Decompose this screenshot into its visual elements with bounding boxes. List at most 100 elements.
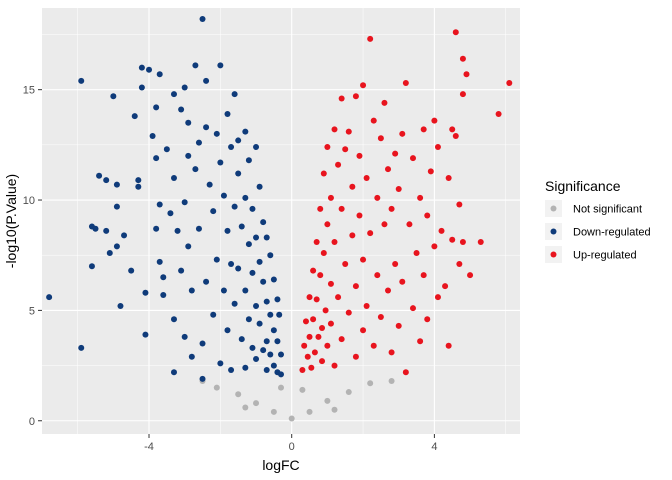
- point-up-regulated-41: [352, 283, 359, 290]
- point-down-regulated-49: [188, 287, 195, 294]
- point-down-regulated-94: [249, 344, 256, 351]
- point-down-regulated-53: [195, 139, 202, 146]
- point-up-regulated-3: [304, 353, 311, 360]
- point-up-regulated-61: [385, 287, 392, 294]
- point-down-regulated-106: [263, 298, 270, 305]
- point-up-regulated-22: [324, 342, 331, 349]
- point-up-regulated-31: [338, 95, 345, 102]
- point-down-regulated-79: [231, 300, 238, 307]
- legend-label-down-regulated: Down-regulated: [573, 227, 651, 239]
- point-down-regulated-21: [138, 84, 145, 91]
- point-up-regulated-73: [409, 155, 416, 162]
- point-down-regulated-68: [217, 360, 224, 367]
- point-up-regulated-20: [324, 144, 331, 151]
- point-up-regulated-36: [345, 128, 352, 135]
- point-up-regulated-34: [342, 146, 349, 153]
- point-down-regulated-114: [270, 362, 277, 369]
- point-down-regulated-34: [163, 146, 170, 153]
- point-down-regulated-37: [170, 174, 177, 181]
- x-tick-label-1: 0: [289, 441, 295, 453]
- point-up-regulated-77: [417, 338, 424, 345]
- point-up-regulated-72: [406, 221, 413, 228]
- point-down-regulated-56: [199, 340, 206, 347]
- point-up-regulated-65: [392, 261, 399, 268]
- point-up-regulated-4: [306, 294, 313, 301]
- point-up-regulated-91: [449, 126, 456, 133]
- point-up-regulated-81: [424, 316, 431, 323]
- point-down-regulated-9: [106, 250, 113, 257]
- legend-label-not-significant: Not significant: [573, 204, 642, 216]
- point-up-regulated-45: [360, 82, 367, 89]
- point-down-regulated-31: [156, 258, 163, 265]
- point-up-regulated-93: [452, 29, 459, 36]
- point-not-significant-0: [213, 384, 220, 391]
- point-down-regulated-5: [92, 225, 99, 232]
- point-up-regulated-82: [427, 168, 434, 175]
- point-up-regulated-50: [367, 35, 374, 42]
- point-down-regulated-32: [160, 274, 167, 281]
- point-down-regulated-110: [267, 311, 274, 318]
- point-down-regulated-82: [235, 265, 242, 272]
- point-up-regulated-33: [338, 336, 345, 343]
- point-down-regulated-118: [276, 311, 283, 318]
- point-down-regulated-46: [185, 119, 192, 126]
- point-down-regulated-2: [78, 344, 85, 351]
- point-up-regulated-17: [320, 170, 327, 177]
- point-down-regulated-98: [253, 355, 260, 362]
- point-down-regulated-60: [203, 278, 210, 285]
- point-down-regulated-35: [167, 210, 174, 217]
- point-down-regulated-73: [224, 327, 231, 334]
- point-down-regulated-36: [170, 91, 177, 98]
- point-down-regulated-28: [153, 225, 160, 232]
- point-up-regulated-87: [438, 227, 445, 234]
- point-not-significant-12: [299, 386, 306, 393]
- point-down-regulated-116: [274, 338, 281, 345]
- point-up-regulated-88: [442, 283, 449, 290]
- point-up-regulated-63: [388, 349, 395, 356]
- point-not-significant-7: [345, 389, 352, 396]
- point-up-regulated-54: [374, 194, 381, 201]
- point-up-regulated-47: [360, 327, 367, 334]
- legend-swatch-not-significant: [550, 205, 557, 212]
- point-up-regulated-94: [452, 133, 459, 140]
- y-tick-label-1: 5: [29, 305, 35, 317]
- gridlines: [42, 8, 520, 434]
- point-up-regulated-99: [459, 238, 466, 245]
- point-down-regulated-26: [153, 104, 160, 111]
- point-down-regulated-44: [181, 199, 188, 206]
- point-up-regulated-46: [360, 256, 367, 263]
- point-up-regulated-2: [302, 318, 309, 325]
- point-up-regulated-42: [352, 353, 359, 360]
- point-down-regulated-25: [149, 133, 156, 140]
- point-up-regulated-16: [319, 358, 326, 365]
- point-up-regulated-59: [381, 221, 388, 228]
- point-not-significant-5: [306, 408, 313, 415]
- y-axis-title: -log10(P.Value): [3, 174, 19, 268]
- x-axis-ticks: -4 0 4: [144, 434, 437, 453]
- point-down-regulated-11: [113, 203, 120, 210]
- point-up-regulated-18: [320, 250, 327, 257]
- point-up-regulated-83: [431, 117, 438, 124]
- point-up-regulated-8: [310, 316, 317, 323]
- point-down-regulated-47: [185, 152, 192, 159]
- point-up-regulated-86: [434, 144, 441, 151]
- point-up-regulated-64: [392, 150, 399, 157]
- point-down-regulated-4: [88, 263, 95, 270]
- point-down-regulated-54: [195, 225, 202, 232]
- point-down-regulated-43: [181, 84, 188, 91]
- point-down-regulated-64: [213, 130, 220, 137]
- point-down-regulated-83: [238, 223, 245, 230]
- point-not-significant-14: [242, 404, 249, 411]
- point-up-regulated-48: [363, 174, 370, 181]
- point-down-regulated-16: [128, 267, 135, 274]
- legend-title: Significance: [545, 178, 621, 194]
- point-down-regulated-101: [256, 320, 263, 327]
- point-up-regulated-104: [506, 80, 513, 87]
- point-up-regulated-32: [338, 205, 345, 212]
- point-down-regulated-115: [274, 296, 281, 303]
- point-up-regulated-21: [324, 221, 331, 228]
- point-down-regulated-69: [220, 192, 227, 199]
- point-up-regulated-38: [349, 183, 356, 190]
- point-up-regulated-57: [377, 314, 384, 321]
- x-tick-label-2: 4: [431, 441, 437, 453]
